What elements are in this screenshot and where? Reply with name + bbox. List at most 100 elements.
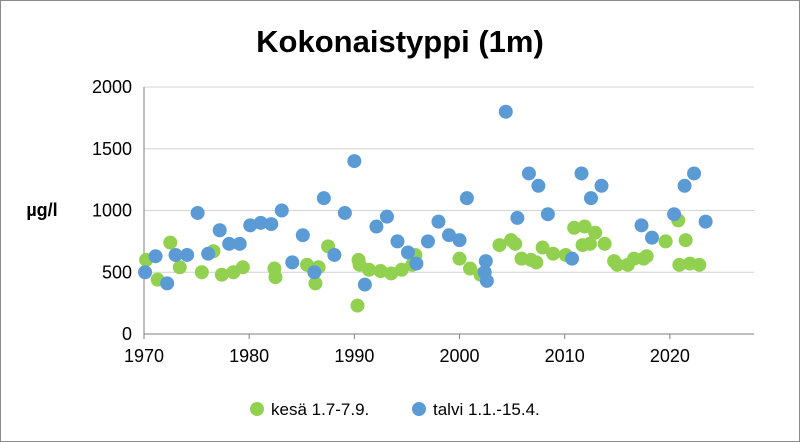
- point-talvi: [431, 214, 446, 229]
- point-talvi: [253, 215, 268, 230]
- x-tick-label: 1990: [334, 346, 374, 366]
- point-talvi: [583, 191, 598, 206]
- point-kesa: [214, 267, 229, 282]
- point-kesa: [268, 270, 283, 285]
- point-talvi: [379, 209, 394, 224]
- point-talvi: [478, 254, 493, 269]
- point-talvi: [521, 166, 536, 181]
- point-kesa: [508, 236, 523, 251]
- point-kesa: [350, 298, 365, 313]
- point-talvi: [148, 249, 163, 264]
- point-kesa: [492, 238, 507, 253]
- point-talvi: [452, 233, 467, 248]
- point-talvi: [160, 276, 175, 291]
- x-tick-label: 2010: [545, 346, 585, 366]
- point-kesa: [582, 236, 597, 251]
- point-kesa: [678, 233, 693, 248]
- point-kesa: [163, 235, 178, 250]
- y-axis-label: µg/l: [26, 200, 57, 220]
- chart-title: Kokonaistyppi (1m): [256, 24, 544, 59]
- point-talvi: [687, 166, 702, 181]
- point-talvi: [307, 265, 322, 280]
- point-talvi: [264, 217, 279, 232]
- y-tick-label: 1000: [92, 201, 132, 221]
- point-talvi: [442, 228, 456, 243]
- point-talvi: [510, 210, 525, 225]
- point-kesa: [588, 225, 603, 240]
- legend: kesä 1.7-7.9. talvi 1.1.-15.4.: [250, 400, 540, 419]
- point-kesa: [597, 236, 612, 251]
- point-talvi: [698, 214, 713, 229]
- point-kesa: [692, 257, 707, 272]
- point-talvi: [138, 265, 153, 280]
- point-talvi: [295, 228, 310, 243]
- point-kesa: [610, 257, 625, 272]
- point-talvi: [594, 178, 609, 193]
- point-kesa: [535, 240, 550, 255]
- y-tick-labels: 0 500 1000 1500 2000: [92, 77, 132, 344]
- point-kesa: [452, 251, 467, 266]
- data-points: [138, 104, 713, 313]
- y-tick-label: 0: [122, 324, 132, 344]
- x-tick-label: 2000: [439, 346, 479, 366]
- y-tick-label: 2000: [92, 77, 132, 97]
- point-talvi: [327, 247, 342, 262]
- point-talvi: [667, 207, 682, 222]
- point-kesa: [463, 261, 478, 276]
- point-kesa: [639, 249, 654, 264]
- y-tick-label: 500: [102, 262, 132, 282]
- point-talvi: [243, 218, 258, 233]
- point-talvi: [677, 178, 692, 193]
- point-talvi: [274, 203, 289, 218]
- point-talvi: [565, 251, 580, 266]
- point-talvi: [540, 207, 555, 222]
- point-kesa: [394, 262, 409, 277]
- point-kesa: [194, 265, 209, 280]
- point-talvi: [459, 191, 474, 206]
- point-talvi: [357, 277, 372, 292]
- point-talvi: [285, 255, 300, 270]
- y-tick-label: 1500: [92, 139, 132, 159]
- point-kesa: [172, 260, 187, 275]
- legend-label-talvi: talvi 1.1.-15.4.: [433, 400, 540, 419]
- point-talvi: [498, 104, 513, 119]
- point-talvi: [180, 247, 195, 262]
- point-talvi: [369, 219, 384, 234]
- legend-label-kesa: kesä 1.7-7.9.: [271, 400, 369, 419]
- point-talvi: [479, 273, 494, 288]
- point-kesa: [672, 257, 687, 272]
- x-tick-labels: 1970 1980 1990 2000 2010 2020: [124, 334, 690, 366]
- point-kesa: [577, 219, 592, 234]
- point-kesa: [308, 276, 323, 291]
- point-talvi: [574, 166, 589, 181]
- point-talvi: [644, 230, 659, 245]
- point-kesa: [384, 266, 399, 281]
- legend-marker-talvi: [412, 402, 426, 416]
- point-talvi: [400, 245, 415, 260]
- point-talvi: [232, 236, 247, 251]
- point-talvi: [634, 218, 649, 233]
- point-kesa: [658, 234, 673, 249]
- point-talvi: [201, 246, 216, 261]
- point-talvi: [531, 178, 546, 193]
- point-talvi: [390, 234, 405, 249]
- point-talvi: [212, 223, 227, 238]
- point-talvi: [420, 234, 435, 249]
- x-tick-label: 2020: [650, 346, 690, 366]
- point-kesa: [529, 255, 544, 270]
- point-talvi: [337, 205, 352, 220]
- legend-marker-kesa: [250, 402, 264, 416]
- point-talvi: [347, 154, 362, 169]
- point-kesa: [235, 260, 250, 275]
- x-tick-label: 1980: [229, 346, 269, 366]
- point-talvi: [409, 256, 424, 271]
- point-kesa: [373, 264, 388, 279]
- x-tick-label: 1970: [124, 346, 164, 366]
- point-talvi: [316, 191, 331, 206]
- gridlines: [143, 86, 754, 335]
- point-talvi: [222, 236, 237, 251]
- point-talvi: [190, 205, 205, 220]
- point-talvi: [168, 247, 183, 262]
